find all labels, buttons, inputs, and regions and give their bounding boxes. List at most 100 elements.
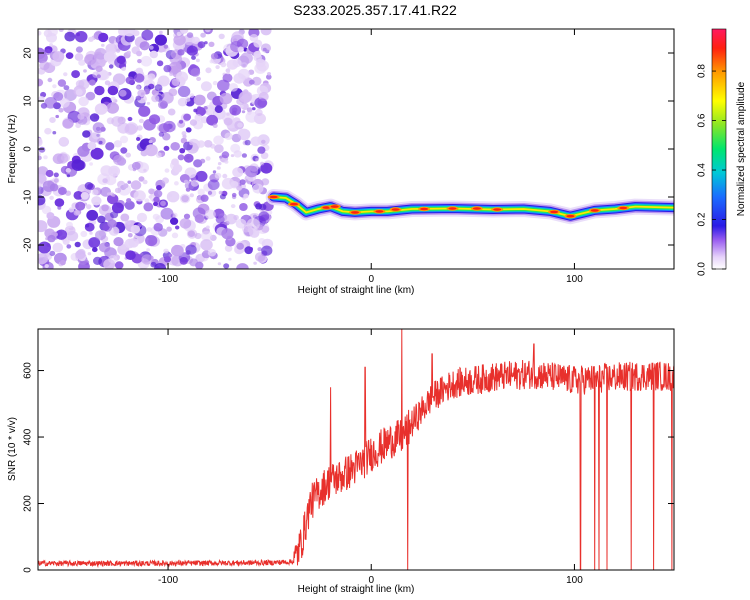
noise-blob (49, 250, 56, 257)
ridge-peak (322, 206, 331, 209)
noise-blob (125, 122, 139, 134)
noise-blob (166, 191, 180, 203)
noise-blob (181, 131, 187, 136)
noise-blob (138, 118, 144, 124)
noise-blob (98, 140, 103, 145)
noise-blob (173, 34, 186, 46)
figure-title: S233.2025.357.17.41.R22 (293, 2, 457, 18)
noise-blob (58, 187, 67, 195)
ridge-peak (375, 210, 384, 213)
noise-blob (75, 80, 85, 88)
noise-blob (167, 108, 176, 116)
noise-blob (44, 49, 52, 56)
noise-blob (45, 169, 54, 178)
noise-blob (214, 144, 224, 154)
noise-blob (113, 229, 119, 234)
noise-blob (130, 224, 141, 234)
noise-blob (260, 152, 269, 160)
x-tick-label: 100 (566, 575, 583, 586)
noise-blob (262, 47, 267, 52)
noise-blob (187, 230, 195, 237)
noise-blob (39, 60, 50, 71)
noise-blob (64, 31, 76, 42)
noise-blob (108, 255, 118, 264)
noise-blob (223, 117, 233, 126)
colorbar-tick-label: 0.4 (697, 163, 708, 177)
noise-blob (160, 200, 166, 207)
x-tick-label: -100 (158, 575, 178, 586)
noise-blob (124, 200, 135, 210)
y-tick-label: -10 (23, 189, 34, 204)
noise-blob (257, 146, 266, 154)
noise-blob (166, 226, 172, 232)
noise-blob (193, 94, 206, 106)
ridge-peak (566, 214, 575, 218)
noise-blob (189, 258, 199, 267)
noise-blob (248, 247, 253, 251)
noise-blob (197, 140, 206, 148)
noise-blob (92, 247, 98, 253)
noise-blob (177, 154, 185, 161)
noise-blob (38, 52, 48, 64)
noise-blob (104, 80, 111, 86)
noise-blob (164, 256, 171, 263)
noise-blob (193, 108, 198, 113)
noise-blob (214, 172, 222, 179)
noise-blob (73, 209, 80, 216)
noise-blob (89, 162, 93, 166)
noise-blob (226, 71, 230, 75)
noise-blob (228, 83, 239, 92)
noise-blob (195, 106, 206, 117)
noise-blob (141, 254, 153, 265)
noise-blob (253, 50, 262, 59)
noise-blob (94, 103, 108, 115)
noise-blob (133, 190, 146, 202)
noise-blob (176, 31, 182, 37)
noise-blob (177, 97, 188, 107)
noise-blob (200, 230, 213, 242)
noise-blob (164, 168, 170, 173)
noise-blob (208, 41, 215, 47)
noise-blob (114, 261, 124, 269)
noise-blob (38, 253, 48, 265)
noise-blob (118, 29, 128, 36)
noise-blob (146, 227, 152, 232)
noise-blob (111, 116, 123, 127)
noise-blob (183, 179, 189, 184)
colorbar-label: Normalized spectral amplitude (736, 81, 747, 216)
noise-blob (55, 229, 68, 240)
noise-blob (57, 206, 62, 210)
noise-blob (244, 139, 251, 146)
noise-blob (134, 73, 145, 83)
noise-blob (80, 192, 89, 200)
noise-blob (266, 74, 272, 80)
noise-blob (113, 154, 125, 166)
ridge-peak (330, 205, 339, 208)
noise-blob (183, 153, 194, 163)
noise-blob (107, 192, 111, 196)
noise-blob (239, 203, 248, 211)
ridge-peak (448, 207, 457, 210)
noise-blob (78, 96, 89, 107)
noise-blob (60, 259, 66, 266)
noise-blob (255, 158, 259, 162)
noise-blob (242, 196, 246, 200)
noise-blob (212, 123, 218, 128)
noise-blob (144, 198, 150, 203)
noise-blob (194, 114, 203, 122)
noise-blob (110, 96, 116, 102)
noise-blob (73, 191, 84, 200)
noise-blob (136, 137, 141, 141)
noise-blob (219, 194, 226, 200)
noise-blob (177, 49, 185, 56)
noise-blob (120, 147, 128, 154)
noise-blob (140, 55, 153, 67)
noise-blob (77, 113, 85, 120)
noise-blob (58, 107, 64, 113)
noise-blob (101, 43, 105, 47)
colorbar-tick-label: 0.8 (697, 64, 708, 78)
snr-ylabel: SNR (10 * v/v) (7, 417, 18, 481)
noise-blob (98, 204, 112, 216)
noise-blob (241, 110, 246, 114)
y-tick-label: 10 (23, 95, 34, 107)
